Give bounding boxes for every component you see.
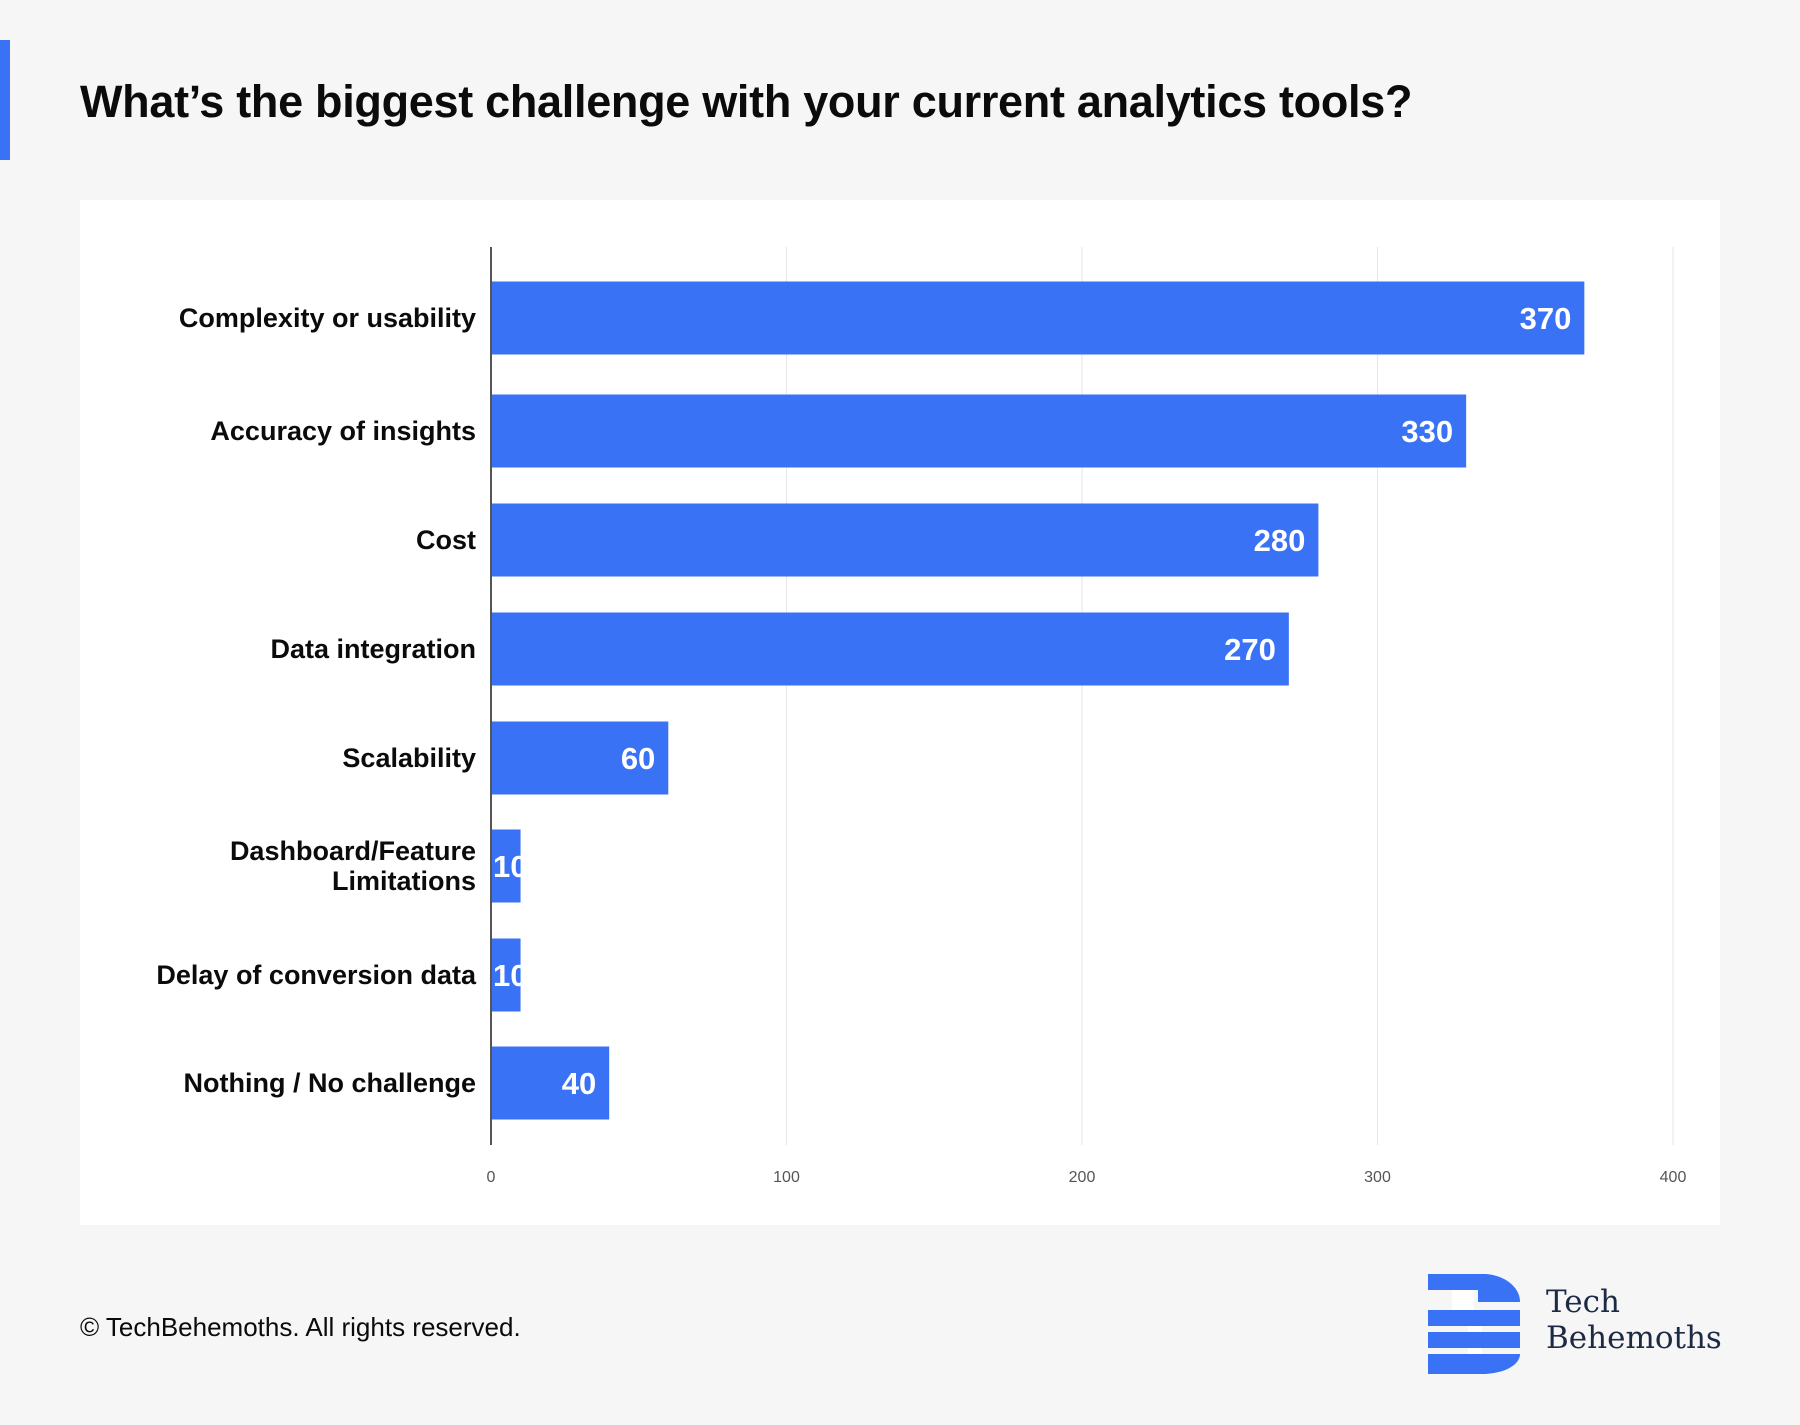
bar	[491, 281, 1585, 355]
bar	[491, 1046, 610, 1120]
category-label: Data integration	[270, 634, 476, 664]
bar-value-label: 270	[1224, 632, 1276, 667]
chart-card: 0 100 200 300 400 370 Complexity or usability 3…	[80, 200, 1720, 1225]
brand-name-line1: Tech	[1546, 1284, 1620, 1320]
bar	[491, 938, 521, 1012]
bar-value-label: 10	[493, 958, 527, 993]
bar	[491, 503, 1319, 577]
category-label: Accuracy of insights	[210, 416, 476, 446]
category-label: Nothing / No challenge	[183, 1068, 476, 1098]
x-tick-label: 300	[1364, 1169, 1391, 1186]
x-tick-label: 0	[487, 1169, 496, 1186]
bar	[491, 394, 1467, 468]
category-label: Dashboard/Feature	[230, 836, 476, 866]
chart-title: What’s the biggest challenge with your c…	[80, 76, 1413, 127]
category-label: Cost	[416, 525, 476, 555]
bar	[491, 612, 1289, 686]
category-label: Limitations	[332, 866, 476, 896]
bar-value-label: 40	[562, 1066, 596, 1101]
bar	[491, 829, 521, 903]
bar-value-label: 330	[1401, 414, 1453, 449]
brand-name: Tech Behemoths	[1546, 1284, 1722, 1356]
category-label: Complexity or usability	[179, 303, 476, 333]
category-label: Scalability	[342, 743, 476, 773]
brand-name-line2: Behemoths	[1546, 1320, 1722, 1356]
bar-value-label: 60	[621, 741, 655, 776]
x-tick-label: 200	[1069, 1169, 1096, 1186]
bar-chart: 0 100 200 300 400 370 Complexity or usability 3…	[156, 247, 1687, 1186]
x-tick-label: 400	[1660, 1169, 1687, 1186]
copyright-note: © TechBehemoths. All rights reserved.	[80, 1312, 521, 1342]
techbehemoths-logo-icon	[1428, 1274, 1521, 1374]
bar	[491, 721, 669, 795]
accent-bar	[0, 40, 10, 160]
bar-value-label: 280	[1254, 523, 1306, 558]
x-tick-label: 100	[773, 1169, 800, 1186]
bar-value-label: 370	[1520, 301, 1572, 336]
bar-value-label: 10	[493, 849, 527, 884]
category-label: Delay of conversion data	[156, 960, 477, 990]
